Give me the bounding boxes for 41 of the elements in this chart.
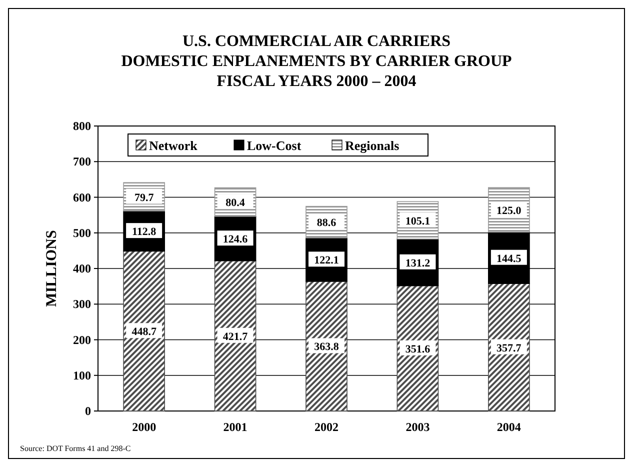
y-tick-label: 0 bbox=[85, 404, 91, 418]
y-tick-label: 400 bbox=[73, 262, 91, 276]
data-label: 79.7 bbox=[134, 192, 154, 204]
source-note: Source: DOT Forms 41 and 298-C bbox=[20, 444, 131, 453]
bar bbox=[214, 260, 256, 412]
y-tick-label: 800 bbox=[73, 119, 91, 133]
bar bbox=[306, 280, 348, 412]
data-label: 144.5 bbox=[496, 252, 522, 265]
x-tick-label: 2000 bbox=[132, 420, 156, 434]
x-tick-label: 2004 bbox=[496, 420, 521, 434]
legend-label: Low-Cost bbox=[247, 138, 302, 153]
data-label: 105.1 bbox=[405, 215, 430, 228]
legend-label: Regionals bbox=[345, 138, 400, 153]
bar bbox=[488, 283, 530, 412]
y-tick-label: 600 bbox=[73, 190, 91, 204]
x-tick-label: 2001 bbox=[223, 420, 248, 434]
data-label: 124.6 bbox=[222, 234, 248, 246]
data-label: 131.2 bbox=[405, 257, 431, 270]
data-label: 357.7 bbox=[496, 342, 522, 354]
y-tick-label: 200 bbox=[73, 332, 91, 347]
data-label: 88.6 bbox=[316, 217, 337, 230]
y-tick-label: 700 bbox=[73, 154, 91, 169]
x-tick-label: 2002 bbox=[314, 420, 338, 434]
x-tick-label: 2003 bbox=[406, 420, 430, 434]
data-label: 80.4 bbox=[226, 197, 246, 210]
y-tick-label: 100 bbox=[73, 368, 91, 382]
data-label: 421.7 bbox=[222, 330, 248, 343]
data-label: 122.1 bbox=[314, 254, 339, 267]
data-label: 363.8 bbox=[314, 341, 340, 354]
chart-title: U.S. COMMERCIAL AIR CARRIERS DOMESTIC ENPLANEMENTS BY CARRIER GROUP bbox=[121, 33, 512, 70]
y-tick-label: 500 bbox=[73, 226, 91, 240]
bar bbox=[123, 250, 165, 412]
data-label: 125.0 bbox=[496, 204, 522, 217]
data-label: 448.7 bbox=[132, 326, 157, 338]
legend-label: Network bbox=[149, 138, 198, 153]
chart-subtitle: FISCAL YEARS 2000 – 2004 bbox=[216, 73, 416, 90]
y-axis-title: MILLIONS bbox=[44, 230, 60, 307]
data-label: 112.8 bbox=[132, 226, 157, 238]
bar bbox=[396, 285, 439, 412]
data-label: 351.6 bbox=[405, 343, 431, 356]
y-tick-label: 300 bbox=[73, 297, 91, 312]
